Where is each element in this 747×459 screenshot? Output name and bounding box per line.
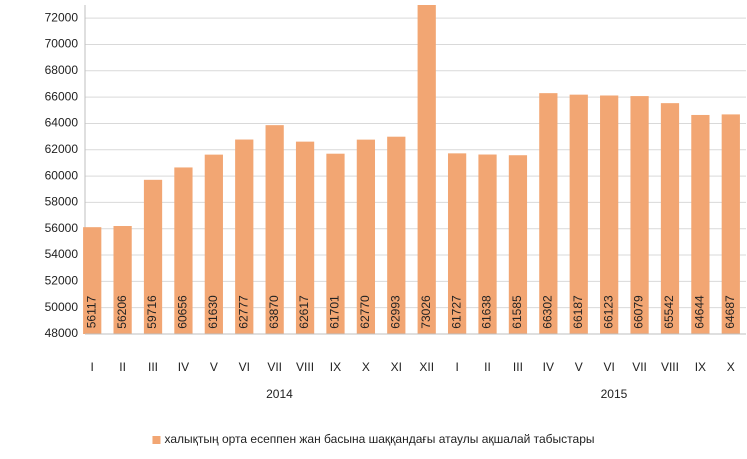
y-tick-label: 64000 <box>45 116 79 130</box>
plot-area <box>83 5 740 335</box>
value-label: 66123 <box>601 295 615 329</box>
x-tick-label: III <box>148 360 158 374</box>
value-label: 61701 <box>328 295 342 329</box>
bar <box>295 141 315 334</box>
value-label: 65542 <box>662 295 676 329</box>
y-tick-label: 50000 <box>45 300 79 314</box>
bar <box>660 103 680 334</box>
x-tick-label: II <box>484 360 491 374</box>
bar <box>447 153 467 334</box>
x-tick-label: VIII <box>296 360 314 374</box>
y-tick-label: 54000 <box>45 247 79 261</box>
value-label: 56117 <box>84 295 98 328</box>
x-tick-label: X <box>362 360 370 374</box>
bar <box>265 125 284 334</box>
y-tick-label: 52000 <box>45 274 79 288</box>
bar <box>113 226 132 334</box>
value-label: 59716 <box>145 295 159 329</box>
x-tick-label: XI <box>391 360 402 374</box>
y-tick-label: 60000 <box>45 168 79 182</box>
x-group-label: 2014 <box>266 387 293 401</box>
x-tick-label: VI <box>603 360 614 374</box>
x-tick-label: I <box>91 360 94 374</box>
x-tick-label: IX <box>330 360 341 374</box>
y-tick-label: 72000 <box>45 10 79 24</box>
bar <box>417 5 436 335</box>
y-tick-label: 62000 <box>45 142 79 156</box>
value-label: 66187 <box>571 295 585 329</box>
bar <box>630 96 649 335</box>
value-label: 64687 <box>723 295 737 329</box>
value-label: 61727 <box>449 295 463 329</box>
x-tick-label: IX <box>695 360 706 374</box>
value-label: 62993 <box>388 295 402 329</box>
bar <box>600 95 619 335</box>
value-label: 61585 <box>510 295 524 329</box>
y-tick-label: 66000 <box>45 89 79 103</box>
legend-swatch <box>152 436 161 444</box>
x-tick-label: II <box>119 360 126 374</box>
y-tick-label: 56000 <box>45 221 79 235</box>
value-label: 61638 <box>480 295 494 329</box>
x-tick-label: V <box>575 360 583 374</box>
value-label: 63870 <box>267 295 281 329</box>
bar <box>478 154 497 334</box>
value-label: 73026 <box>419 295 433 329</box>
bar <box>569 94 588 334</box>
x-tick-label: IV <box>543 360 554 374</box>
bar <box>539 93 558 334</box>
value-label: 62777 <box>236 295 250 329</box>
value-label: 56206 <box>115 295 129 329</box>
x-tick-label: I <box>455 360 458 374</box>
bar <box>174 167 193 334</box>
value-label: 62617 <box>297 295 311 329</box>
value-label: 60656 <box>176 295 190 329</box>
y-tick-label: 48000 <box>45 326 79 340</box>
bar <box>356 139 376 334</box>
bar <box>204 154 223 334</box>
legend-label: халықтың орта есеппен жан басына шаққанд… <box>164 432 594 446</box>
x-tick-label: VII <box>267 360 282 374</box>
bar <box>235 139 254 334</box>
bar <box>721 114 740 334</box>
y-tick-label: 70000 <box>45 37 79 51</box>
value-label: 61630 <box>206 295 220 329</box>
value-label: 64644 <box>693 295 707 329</box>
bar <box>387 136 406 334</box>
bar <box>508 155 528 334</box>
value-label: 62770 <box>358 295 372 329</box>
bar <box>691 114 710 334</box>
x-tick-label: VII <box>632 360 647 374</box>
x-tick-label: XII <box>419 360 434 374</box>
bar <box>143 179 163 334</box>
value-label: 66079 <box>632 295 646 329</box>
x-tick-label: X <box>727 360 735 374</box>
x-group-label: 2015 <box>601 387 628 401</box>
value-label: 66302 <box>541 295 555 329</box>
y-tick-label: 58000 <box>45 195 79 209</box>
x-tick-label: VI <box>239 360 250 374</box>
y-tick-label: 68000 <box>45 63 79 77</box>
x-tick-label: IV <box>178 360 189 374</box>
x-tick-label: VIII <box>661 360 679 374</box>
x-tick-label: III <box>513 360 523 374</box>
bar <box>326 153 345 334</box>
bar <box>83 227 102 334</box>
x-tick-label: V <box>210 360 218 374</box>
